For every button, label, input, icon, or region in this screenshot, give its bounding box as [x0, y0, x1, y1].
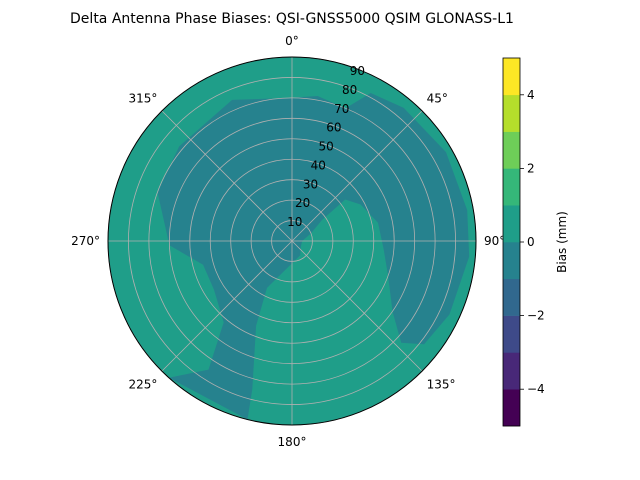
colorbar-tick-label: 2 [527, 161, 535, 175]
contour-fill-negative [157, 93, 470, 420]
polar-frame [107, 56, 477, 426]
radial-tick-label: 80 [342, 83, 357, 97]
colorbar-tick-label: 4 [527, 88, 535, 102]
angle-tick-labels: 0° 45° 90° 135° 180° 225° 270° 315° [71, 34, 505, 449]
colorbar-segment [503, 205, 520, 243]
angular-gridline [291, 240, 423, 372]
angular-gridline [291, 110, 423, 242]
angle-tick-label: 45° [427, 91, 448, 105]
colorbar-tick-label: 0 [527, 235, 535, 249]
radial-tick-label: 10 [287, 215, 302, 229]
colorbar: −4 −2 0 2 4 [502, 57, 545, 427]
colorbar-segment [503, 352, 520, 390]
angle-tick-label: 135° [427, 378, 456, 392]
radial-tick-label: 40 [311, 158, 326, 172]
angle-tick-label: 0° [285, 34, 299, 48]
angle-tick-label: 225° [128, 378, 157, 392]
radial-tick-label: 50 [318, 140, 333, 154]
angle-tick-label: 270° [71, 234, 100, 248]
radial-tick-label: 70 [334, 102, 349, 116]
radial-tick-label: 60 [326, 121, 341, 135]
radial-tick-label: 30 [303, 177, 318, 191]
radial-tick-label: 90 [350, 64, 365, 78]
angular-gridline [161, 240, 293, 372]
colorbar-segment [503, 58, 520, 96]
colorbar-tick-label: −2 [527, 309, 545, 323]
colorbar-segment [503, 242, 520, 280]
colorbar-segment [503, 131, 520, 169]
colorbar-segment [503, 315, 520, 353]
colorbar-label: Bias (mm) [555, 211, 569, 273]
colorbar-segment [503, 389, 520, 427]
angle-tick-label: 90° [484, 234, 505, 248]
polar-plot-area [107, 56, 477, 426]
radial-tick-label: 20 [295, 196, 310, 210]
radial-tick-labels: 10 20 30 40 50 60 70 80 90 [287, 64, 365, 229]
colorbar-segment [503, 278, 520, 316]
angular-gridline [161, 110, 293, 242]
colorbar-segment [503, 94, 520, 132]
angle-tick-label: 315° [128, 91, 157, 105]
colorbar-tick-label: −4 [527, 382, 545, 396]
chart-title: Delta Antenna Phase Biases: QSI-GNSS5000… [70, 11, 514, 27]
angle-tick-label: 180° [278, 435, 307, 449]
colorbar-segment [503, 168, 520, 206]
